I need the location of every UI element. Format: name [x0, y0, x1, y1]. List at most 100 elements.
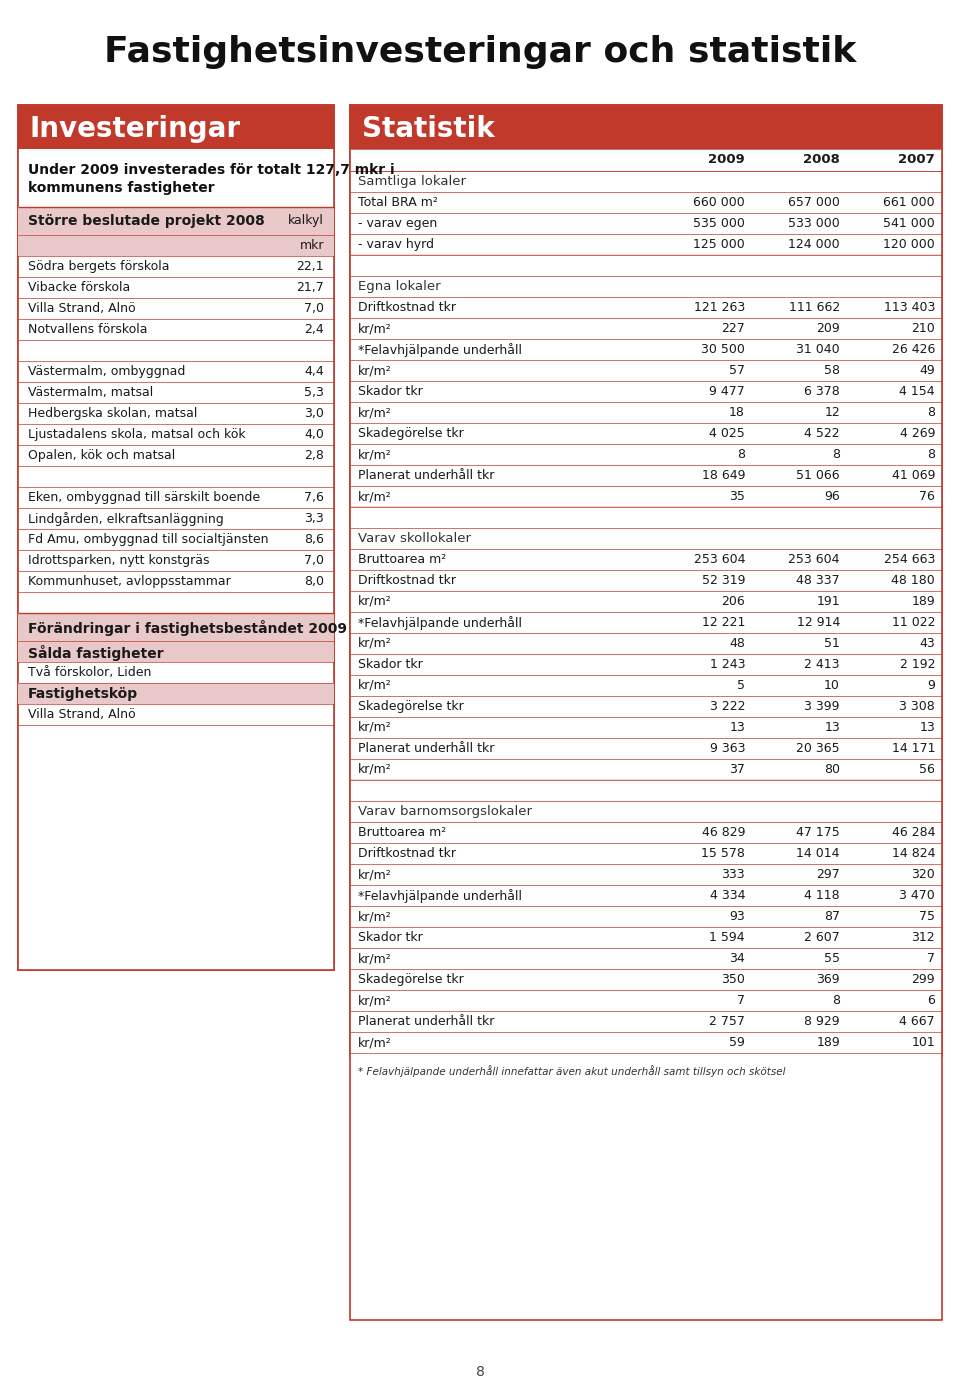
Text: 125 000: 125 000 — [693, 238, 745, 252]
Text: 2008: 2008 — [804, 153, 840, 165]
Text: Lindgården, elkraftsanläggning: Lindgården, elkraftsanläggning — [28, 512, 224, 525]
Text: 52 319: 52 319 — [702, 574, 745, 587]
Text: 124 000: 124 000 — [788, 238, 840, 252]
Text: Förändringar i fastighetsbeståndet 2009: Förändringar i fastighetsbeståndet 2009 — [28, 620, 347, 637]
Bar — [18, 207, 334, 256]
Text: Opalen, kök och matsal: Opalen, kök och matsal — [28, 449, 176, 461]
Text: 369: 369 — [816, 973, 840, 986]
Text: 18: 18 — [730, 406, 745, 418]
Text: 4 334: 4 334 — [709, 890, 745, 902]
Text: Investeringar: Investeringar — [30, 115, 241, 143]
Text: 312: 312 — [911, 931, 935, 944]
Text: Under 2009 investerades för totalt 127,7 mkr i: Under 2009 investerades för totalt 127,7… — [28, 163, 395, 177]
Text: 189: 189 — [911, 595, 935, 607]
Text: Varav barnomsorgslokaler: Varav barnomsorgslokaler — [358, 805, 532, 817]
Text: Kommunhuset, avloppsstammar: Kommunhuset, avloppsstammar — [28, 575, 230, 588]
Bar — [350, 106, 942, 149]
Text: kr/m²: kr/m² — [358, 678, 392, 692]
Text: 9 477: 9 477 — [709, 385, 745, 398]
Text: 20 365: 20 365 — [797, 742, 840, 755]
Text: 350: 350 — [721, 973, 745, 986]
Text: 7,6: 7,6 — [304, 491, 324, 505]
Text: Egna lokaler: Egna lokaler — [358, 279, 441, 293]
Text: 320: 320 — [911, 867, 935, 881]
Text: kr/m²: kr/m² — [358, 1036, 392, 1049]
Text: 37: 37 — [730, 763, 745, 776]
Text: 13: 13 — [825, 721, 840, 734]
Text: 191: 191 — [816, 595, 840, 607]
Text: Planerat underhåll tkr: Planerat underhåll tkr — [358, 1015, 494, 1029]
Text: 206: 206 — [721, 595, 745, 607]
Text: 113 403: 113 403 — [883, 302, 935, 314]
Text: 14 824: 14 824 — [892, 847, 935, 860]
Bar — [18, 682, 334, 703]
Text: Två förskolor, Liden: Två förskolor, Liden — [28, 666, 152, 678]
Text: 4,0: 4,0 — [304, 428, 324, 441]
Text: 6 378: 6 378 — [804, 385, 840, 398]
Text: Bruttoarea m²: Bruttoarea m² — [358, 553, 446, 566]
Text: Större beslutade projekt 2008: Större beslutade projekt 2008 — [28, 214, 265, 228]
Text: 87: 87 — [824, 910, 840, 923]
Text: kr/m²: kr/m² — [358, 721, 392, 734]
Text: Planerat underhåll tkr: Planerat underhåll tkr — [358, 742, 494, 755]
Text: Ljustadalens skola, matsal och kök: Ljustadalens skola, matsal och kök — [28, 428, 246, 441]
Text: 8 929: 8 929 — [804, 1015, 840, 1029]
Text: 13: 13 — [730, 721, 745, 734]
Text: Planerat underhåll tkr: Planerat underhåll tkr — [358, 468, 494, 482]
Text: 121 263: 121 263 — [694, 302, 745, 314]
Text: 14 171: 14 171 — [892, 742, 935, 755]
Text: 35: 35 — [730, 491, 745, 503]
Text: Västermalm, matsal: Västermalm, matsal — [28, 386, 154, 399]
Text: 120 000: 120 000 — [883, 238, 935, 252]
Text: Skador tkr: Skador tkr — [358, 385, 422, 398]
Text: Fastighetsköp: Fastighetsköp — [28, 687, 138, 701]
Bar — [18, 106, 334, 970]
Text: 661 000: 661 000 — [883, 196, 935, 208]
Text: 111 662: 111 662 — [789, 302, 840, 314]
Text: - varav egen: - varav egen — [358, 217, 437, 229]
Text: Hedbergska skolan, matsal: Hedbergska skolan, matsal — [28, 407, 198, 420]
Text: kr/m²: kr/m² — [358, 491, 392, 503]
Text: 51 066: 51 066 — [797, 468, 840, 482]
Text: Varav skollokaler: Varav skollokaler — [358, 532, 471, 545]
Bar — [18, 106, 334, 970]
Text: 8: 8 — [927, 448, 935, 461]
Text: kr/m²: kr/m² — [358, 406, 392, 418]
Bar — [18, 641, 334, 662]
Text: 8,0: 8,0 — [304, 575, 324, 588]
Text: 18 649: 18 649 — [702, 468, 745, 482]
Text: 210: 210 — [911, 322, 935, 335]
Text: 22,1: 22,1 — [297, 260, 324, 272]
Text: 2009: 2009 — [708, 153, 745, 165]
Text: 3,0: 3,0 — [304, 407, 324, 420]
Text: 13: 13 — [920, 721, 935, 734]
Text: 80: 80 — [824, 763, 840, 776]
Text: Sålda fastigheter: Sålda fastigheter — [28, 645, 163, 662]
Text: 2,4: 2,4 — [304, 322, 324, 336]
Text: 657 000: 657 000 — [788, 196, 840, 208]
Text: 47 175: 47 175 — [796, 826, 840, 840]
Text: *Felavhjälpande underhåll: *Felavhjälpande underhåll — [358, 890, 522, 904]
Text: 9: 9 — [927, 678, 935, 692]
Text: 2 413: 2 413 — [804, 657, 840, 671]
Text: 101: 101 — [911, 1036, 935, 1049]
Text: 21,7: 21,7 — [297, 281, 324, 295]
Text: 333: 333 — [721, 867, 745, 881]
Bar — [18, 613, 334, 641]
Text: Eken, ombyggnad till särskilt boende: Eken, ombyggnad till särskilt boende — [28, 491, 260, 505]
Text: 26 426: 26 426 — [892, 343, 935, 356]
Text: kr/m²: kr/m² — [358, 867, 392, 881]
Text: 3 222: 3 222 — [709, 701, 745, 713]
Text: 55: 55 — [824, 952, 840, 965]
Text: Driftkostnad tkr: Driftkostnad tkr — [358, 302, 456, 314]
Text: 3 470: 3 470 — [900, 890, 935, 902]
Text: 59: 59 — [730, 1036, 745, 1049]
Text: 12 221: 12 221 — [702, 616, 745, 630]
Text: kr/m²: kr/m² — [358, 448, 392, 461]
Text: 253 604: 253 604 — [788, 553, 840, 566]
Text: 51: 51 — [824, 637, 840, 651]
Text: 30 500: 30 500 — [701, 343, 745, 356]
Bar — [18, 106, 334, 149]
Text: 8: 8 — [927, 406, 935, 418]
Text: - varav hyrd: - varav hyrd — [358, 238, 434, 252]
